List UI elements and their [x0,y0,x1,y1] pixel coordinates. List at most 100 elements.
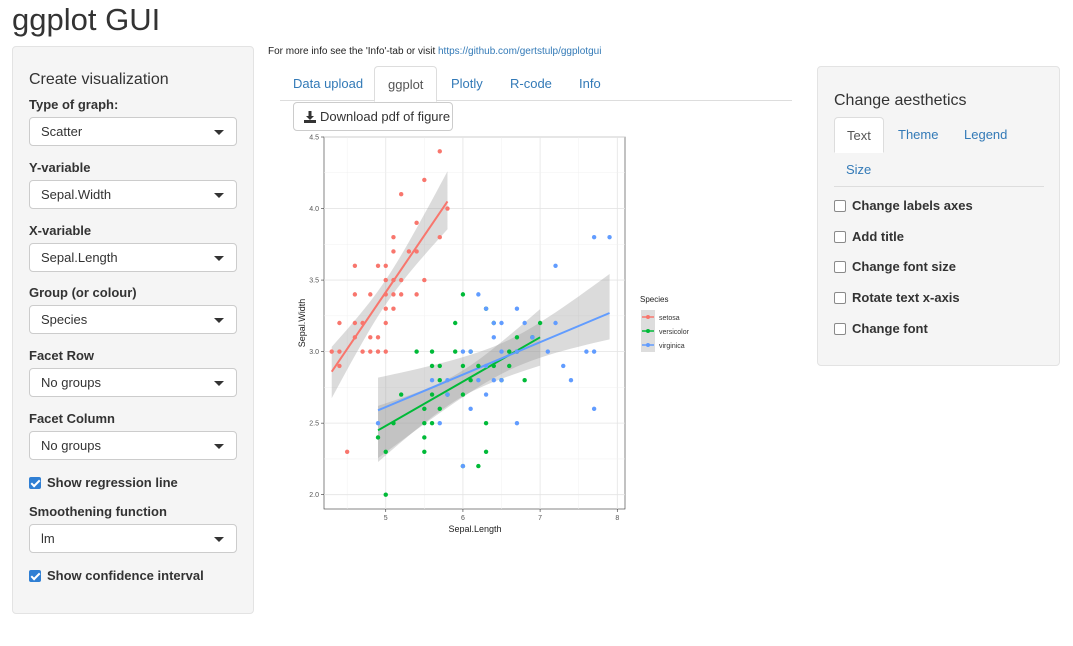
point-versicolor [414,349,419,354]
point-virginica [553,263,558,268]
tab-info[interactable]: Info [579,76,601,91]
point-virginica [545,349,551,354]
point-setosa [368,292,373,297]
point-virginica [468,349,473,354]
point-virginica [468,406,473,412]
select-value: Sepal.Width [41,187,112,202]
tab-plotly[interactable]: Plotly [451,76,483,91]
point-virginica [499,349,504,354]
point-setosa [368,335,373,340]
tab-r-code[interactable]: R-code [510,76,552,91]
main-tabs: Data upload ggplot Plotly R-code Info [280,66,792,102]
change-font-size-checkbox[interactable]: Change font size [834,259,956,274]
checkbox-label: Change font size [852,259,957,274]
point-setosa [329,349,334,354]
y-axis-label: Sepal.Width [297,299,307,348]
change-labels-axes-checkbox[interactable]: Change labels axes [834,198,973,213]
point-versicolor [507,363,512,369]
tab-size[interactable]: Size [846,162,872,177]
checkbox-icon[interactable] [834,260,846,273]
type-of-graph-select[interactable]: Scatter [29,117,237,146]
x-tick-label: 5 [384,515,388,522]
show-confidence-checkbox[interactable]: Show confidence interval [29,568,204,583]
change-font-checkbox[interactable]: Change font [834,321,928,336]
checkbox-checked-icon[interactable] [29,569,41,582]
checkbox-icon[interactable] [834,199,846,212]
add-title-checkbox[interactable]: Add title [834,229,904,244]
y-tick-label: 2.0 [309,492,319,499]
github-link[interactable]: https://github.com/gertstulp/ggplotgui [438,46,602,57]
point-virginica [483,306,489,311]
checkbox-icon[interactable] [834,322,846,335]
checkbox-icon[interactable] [834,291,846,304]
select-value: No groups [41,375,101,390]
x-variable-label: X-variable [29,223,92,238]
chevron-down-icon [214,537,224,542]
checkbox-label: Change font [852,321,928,336]
x-axis-label: Sepal.Length [448,524,501,534]
point-virginica [514,306,520,311]
point-setosa [398,277,404,283]
point-setosa [360,320,365,326]
legend-label-virginica: virginica [659,343,685,350]
select-value: Sepal.Length [41,250,118,265]
regression-line-virginica [377,312,610,412]
regression-line-setosa [330,200,449,373]
panel-heading: Change aesthetics [834,92,967,109]
point-versicolor [483,449,489,454]
point-versicolor [522,378,527,383]
point-virginica [591,349,597,354]
tab-legend[interactable]: Legend [964,127,1008,142]
tab-ggplot[interactable]: ggplot [374,66,438,102]
point-setosa [414,292,419,297]
facet-column-label: Facet Column [29,411,115,426]
point-versicolor [383,492,388,497]
y-variable-label: Y-variable [29,160,91,175]
group-select[interactable]: Species [29,305,237,334]
rotate-text-x-axis-checkbox[interactable]: Rotate text x-axis [834,290,960,305]
facet-column-select[interactable]: No groups [29,431,237,460]
tab-theme[interactable]: Theme [898,127,939,142]
point-setosa [398,192,404,197]
legend-title: Species [640,295,668,304]
point-virginica [607,234,612,240]
point-setosa [352,292,358,297]
facet-row-select[interactable]: No groups [29,368,237,397]
point-setosa [437,149,442,154]
y-variable-select[interactable]: Sepal.Width [29,180,237,209]
y-axis-ticks: 2.0 2.5 3.0 3.5 4.0 4.5 [309,135,324,499]
point-setosa [352,263,358,268]
smoothing-function-label: Smoothening function [29,504,167,519]
smoothing-function-select[interactable]: lm [29,524,237,553]
tab-text[interactable]: Text [834,117,884,153]
data-points [329,149,612,497]
legend-label-setosa: setosa [659,315,680,322]
download-pdf-button[interactable]: Download pdf of figure [293,102,453,131]
point-setosa [391,234,396,240]
point-virginica [491,378,496,383]
point-versicolor [391,420,396,426]
point-virginica [460,349,466,354]
x-variable-select[interactable]: Sepal.Length [29,243,237,272]
point-versicolor [429,392,435,397]
point-setosa [368,349,373,354]
point-setosa [398,292,404,297]
point-virginica [476,292,481,297]
show-regression-checkbox[interactable]: Show regression line [29,475,178,490]
point-virginica [591,234,597,240]
point-virginica [483,363,489,369]
point-versicolor [437,378,442,383]
tab-data-upload[interactable]: Data upload [293,76,364,91]
select-value: Scatter [41,124,83,139]
point-setosa [383,349,388,354]
point-versicolor [483,420,489,426]
point-virginica [514,420,520,426]
point-setosa [383,320,388,326]
point-versicolor [429,420,435,426]
select-value: lm [41,531,55,546]
point-versicolor [476,463,481,469]
plot-panel [323,136,626,510]
checkbox-icon[interactable] [834,230,846,243]
y-tick-label: 2.5 [309,421,319,428]
checkbox-checked-icon[interactable] [29,476,41,489]
